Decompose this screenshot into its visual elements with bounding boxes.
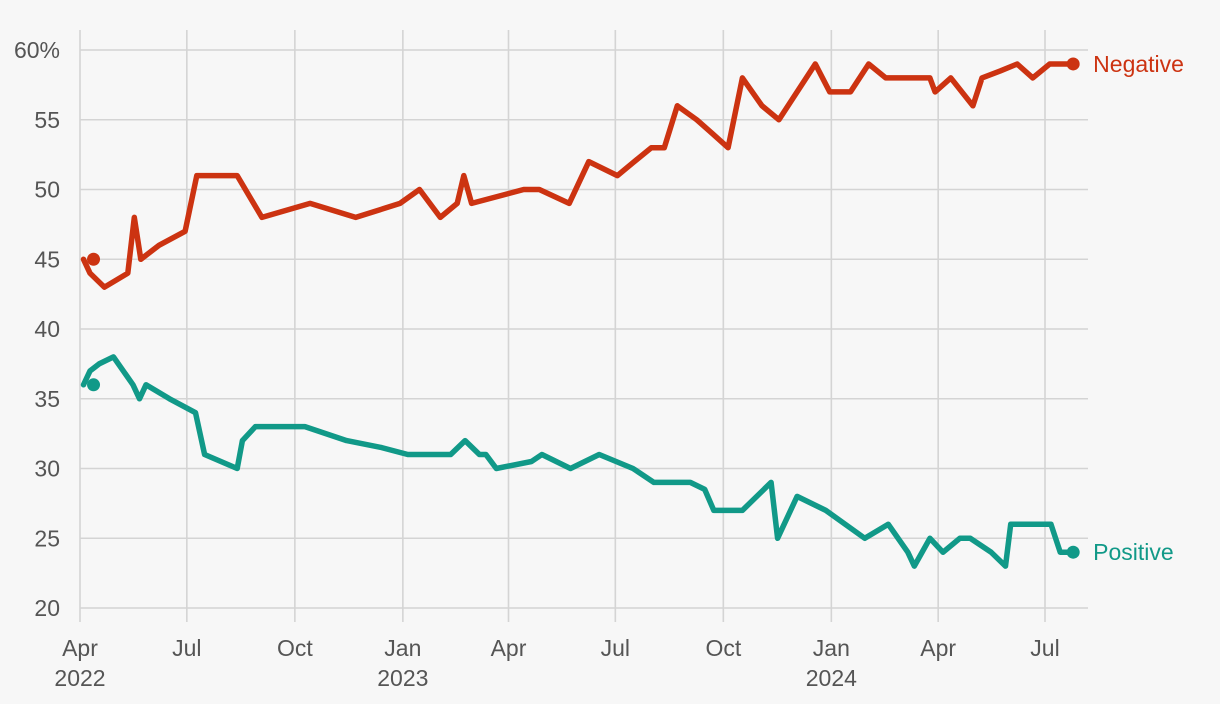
series-positive: Positive [80,354,1174,569]
y-tick-label: 50 [34,177,60,203]
series-end-marker [1066,545,1080,559]
x-tick-month-label: Apr [491,635,527,661]
series-negative: Negative [80,51,1184,290]
x-tick-month-label: Apr [62,635,98,661]
x-tick-month-label: Jan [384,635,421,661]
y-tick-label: 55 [34,107,60,133]
x-tick-month-label: Oct [277,635,313,661]
series-group: Negative Positive [80,51,1184,569]
x-tick-month-label: Jul [1030,635,1059,661]
y-tick-label: 35 [34,386,60,412]
series-label: Positive [1093,539,1174,565]
y-tick-label: 30 [34,456,60,482]
x-axis-ticks: Apr 2022 Jul Oct Jan 2023 Apr Jul Oct Jan 2024 Apr J… [54,635,1059,691]
x-tick-month-label: Jul [172,635,201,661]
y-tick-label: 20 [34,595,60,621]
x-tick-year-label: 2023 [377,665,428,691]
y-tick-label: 60% [14,37,60,63]
x-tick-month-label: Jan [813,635,850,661]
x-tick-month-label: Apr [920,635,956,661]
series-start-marker [87,252,101,266]
series-line [80,354,1076,569]
series-line [80,61,1076,290]
series-start-marker [87,378,101,392]
y-tick-label: 45 [34,246,60,272]
x-tick-year-label: 2024 [806,665,857,691]
series-label: Negative [1093,51,1184,77]
y-axis-ticks: 60% 55 50 45 40 35 30 25 20 [14,37,60,621]
x-tick-month-label: Oct [705,635,741,661]
y-tick-label: 25 [34,525,60,551]
x-tick-month-label: Jul [601,635,630,661]
y-tick-label: 40 [34,316,60,342]
x-tick-year-label: 2022 [54,665,105,691]
series-end-marker [1066,57,1080,71]
grid [79,30,1088,622]
